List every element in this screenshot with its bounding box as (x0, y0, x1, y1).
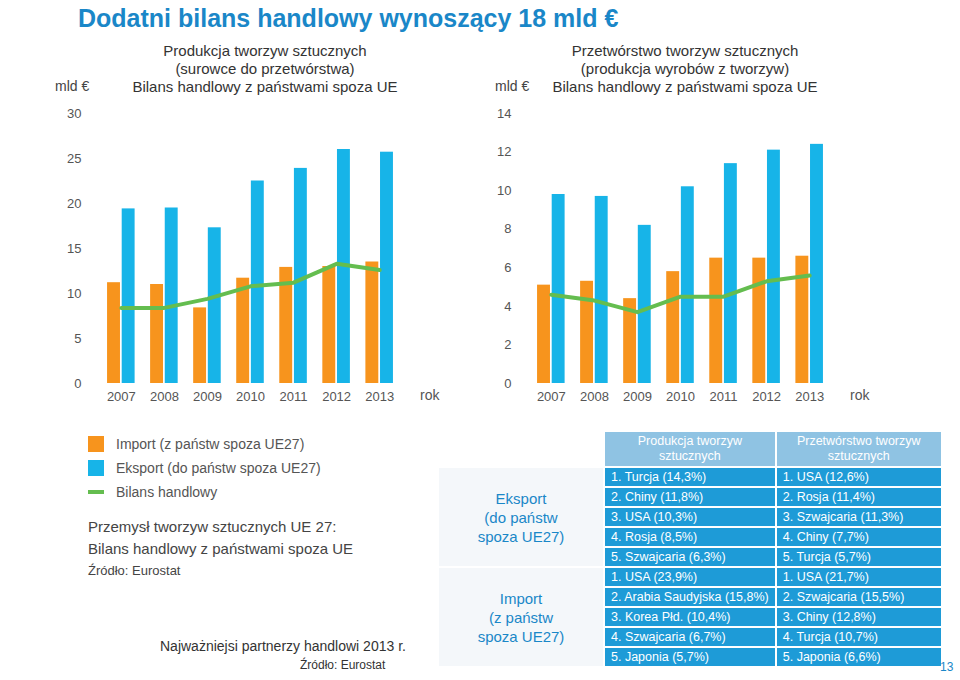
svg-text:2012: 2012 (752, 389, 781, 404)
svg-text:2009: 2009 (193, 389, 222, 404)
html-text:5. Turcja (5,7%): 5. Turcja (5,7%) (782, 550, 871, 564)
svg-text:4: 4 (504, 299, 511, 314)
svg-text:6: 6 (504, 260, 511, 275)
html-text:2. Chiny (11,8%): 2. Chiny (11,8%) (611, 490, 704, 504)
svg-text:30: 30 (67, 106, 81, 121)
html-text:Źródło: Eurostat: Źródło: Eurostat (300, 658, 386, 672)
html-text:3. Korea Płd. (10,4%): 3. Korea Płd. (10,4%) (611, 610, 731, 624)
html-text:4. Rosja (8,5%): 4. Rosja (8,5%) (611, 530, 698, 544)
html-text:Produkcja tworzyw sztucznych (: Produkcja tworzyw sztucznych (surowce do… (132, 42, 398, 95)
svg-text:2009: 2009 (623, 389, 652, 404)
svg-text:2007: 2007 (537, 389, 566, 404)
svg-text:14: 14 (497, 106, 511, 121)
html-text:Przemysł tworzyw sztucznych UE: Przemysł tworzyw sztucznych UE 27: (88, 518, 337, 535)
html-text:1. USA (21,7%): 1. USA (21,7%) (782, 570, 869, 584)
html-text:1. USA (12,6%): 1. USA (12,6%) (782, 470, 869, 484)
html-text:mld €: mld € (55, 78, 90, 94)
svg-text:25: 25 (67, 151, 81, 166)
html-text:4. Chiny (7,7%): 4. Chiny (7,7%) (782, 530, 869, 544)
html-text:Import (z państw spoza UE27): Import (z państw spoza UE27) (477, 589, 565, 645)
html-text:Bilans handlowy: Bilans handlowy (116, 484, 218, 500)
html-text:4. Turcja (10,7%): 4. Turcja (10,7%) (782, 630, 878, 644)
svg-text:15: 15 (67, 241, 81, 256)
svg-text:2010: 2010 (236, 389, 265, 404)
html-text:Przetwórstwo tworzyw sztucznyc: Przetwórstwo tworzyw sztucznych (produkc… (552, 42, 818, 95)
svg-text:2010: 2010 (666, 389, 695, 404)
html-text:Eksport (do państw spoza UE27): Eksport (do państw spoza UE27) (477, 489, 565, 545)
svg-text:2008: 2008 (580, 389, 609, 404)
html-text:1. USA (23,9%): 1. USA (23,9%) (611, 570, 698, 584)
html-text:mld €: mld € (495, 78, 530, 94)
html-text:13: 13 (940, 660, 954, 674)
html-text:Przetwórstwo tworzyw sztucznyc: Przetwórstwo tworzyw sztucznych (796, 434, 921, 463)
svg-text:8: 8 (504, 221, 511, 236)
svg-text:2007: 2007 (107, 389, 136, 404)
html-text:2. Rosja (11,4%): 2. Rosja (11,4%) (782, 490, 875, 504)
html-text:Bilans handlowy z państwami sp: Bilans handlowy z państwami spoza UE (88, 540, 354, 557)
svg-text:5: 5 (74, 331, 81, 346)
html-text:Eksport (do państw spoza UE27): Eksport (do państw spoza UE27) (116, 460, 321, 476)
html-text:5. Japonia (6,6%): 5. Japonia (6,6%) (782, 650, 881, 664)
html-text:Import (z państw spoza UE27): Import (z państw spoza UE27) (116, 436, 305, 452)
html-text:rok: rok (850, 387, 870, 403)
html-text:Dodatni bilans handlowy wynosz: Dodatni bilans handlowy wynoszący 18 mld… (78, 4, 619, 32)
svg-text:2012: 2012 (322, 389, 351, 404)
svg-text:0: 0 (504, 376, 511, 391)
svg-text:10: 10 (67, 286, 81, 301)
html-text:Najważniejsi partnerzy handlow: Najważniejsi partnerzy handlowi 2013 r. (160, 638, 406, 654)
html-text:3. Szwajcaria (11,3%): 3. Szwajcaria (11,3%) (782, 510, 904, 524)
html-text:Produkcja tworzyw sztucznych: Produkcja tworzyw sztucznych (637, 434, 742, 463)
html-text:Źródło: Eurostat: Źródło: Eurostat (88, 563, 181, 578)
html-text:2. Szwajcaria (15,5%): 2. Szwajcaria (15,5%) (782, 590, 905, 604)
svg-text:2: 2 (504, 337, 511, 352)
svg-text:0: 0 (74, 376, 81, 391)
svg-text:2013: 2013 (795, 389, 824, 404)
svg-text:12: 12 (497, 144, 511, 159)
svg-text:10: 10 (497, 183, 511, 198)
svg-text:2011: 2011 (710, 389, 738, 404)
html-text:5. Szwajcaria (6,3%): 5. Szwajcaria (6,3%) (611, 550, 726, 564)
html-text:4. Szwajcaria (6,7%): 4. Szwajcaria (6,7%) (611, 630, 726, 644)
svg-text:20: 20 (67, 196, 81, 211)
html-text:rok: rok (420, 387, 440, 403)
html-text:5. Japonia (5,7%): 5. Japonia (5,7%) (611, 650, 709, 664)
svg-text:2008: 2008 (150, 389, 179, 404)
html-text:3. USA (10,3%): 3. USA (10,3%) (611, 510, 698, 524)
html-text:3. Chiny (12,8%): 3. Chiny (12,8%) (782, 610, 876, 624)
svg-text:2013: 2013 (365, 389, 394, 404)
html-text:1. Turcja (14,3%): 1. Turcja (14,3%) (611, 470, 707, 484)
svg-text:2011: 2011 (280, 389, 308, 404)
html-text:2. Arabia Saudyjska (15,8%): 2. Arabia Saudyjska (15,8%) (611, 590, 769, 604)
